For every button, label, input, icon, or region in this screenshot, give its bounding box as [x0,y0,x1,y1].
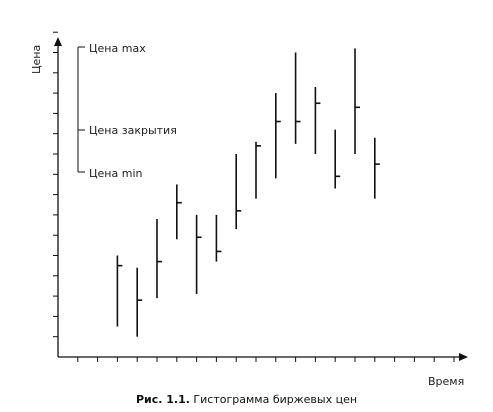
legend: Цена max Цена закрытия Цена min [77,42,177,180]
figure-number: Рис. 1.1. [135,393,190,406]
legend-high-label: Цена max [89,42,146,55]
figure-caption: Рис. 1.1. Гистограмма биржевых цен [0,393,493,406]
legend-low-label: Цена min [89,167,143,180]
y-axis-label: Цена [30,45,43,74]
figure-title: Гистограмма биржевых цен [189,393,358,406]
axes [53,31,468,362]
x-axis-label: Время [428,375,464,388]
y-axis-arrow-icon [54,37,62,46]
ohlc-chart: Цена max Цена закрытия Цена min Цена Вре… [30,31,468,388]
x-axis-arrow-icon [459,353,468,361]
bars [116,48,380,337]
legend-close-label: Цена закрытия [89,124,177,137]
